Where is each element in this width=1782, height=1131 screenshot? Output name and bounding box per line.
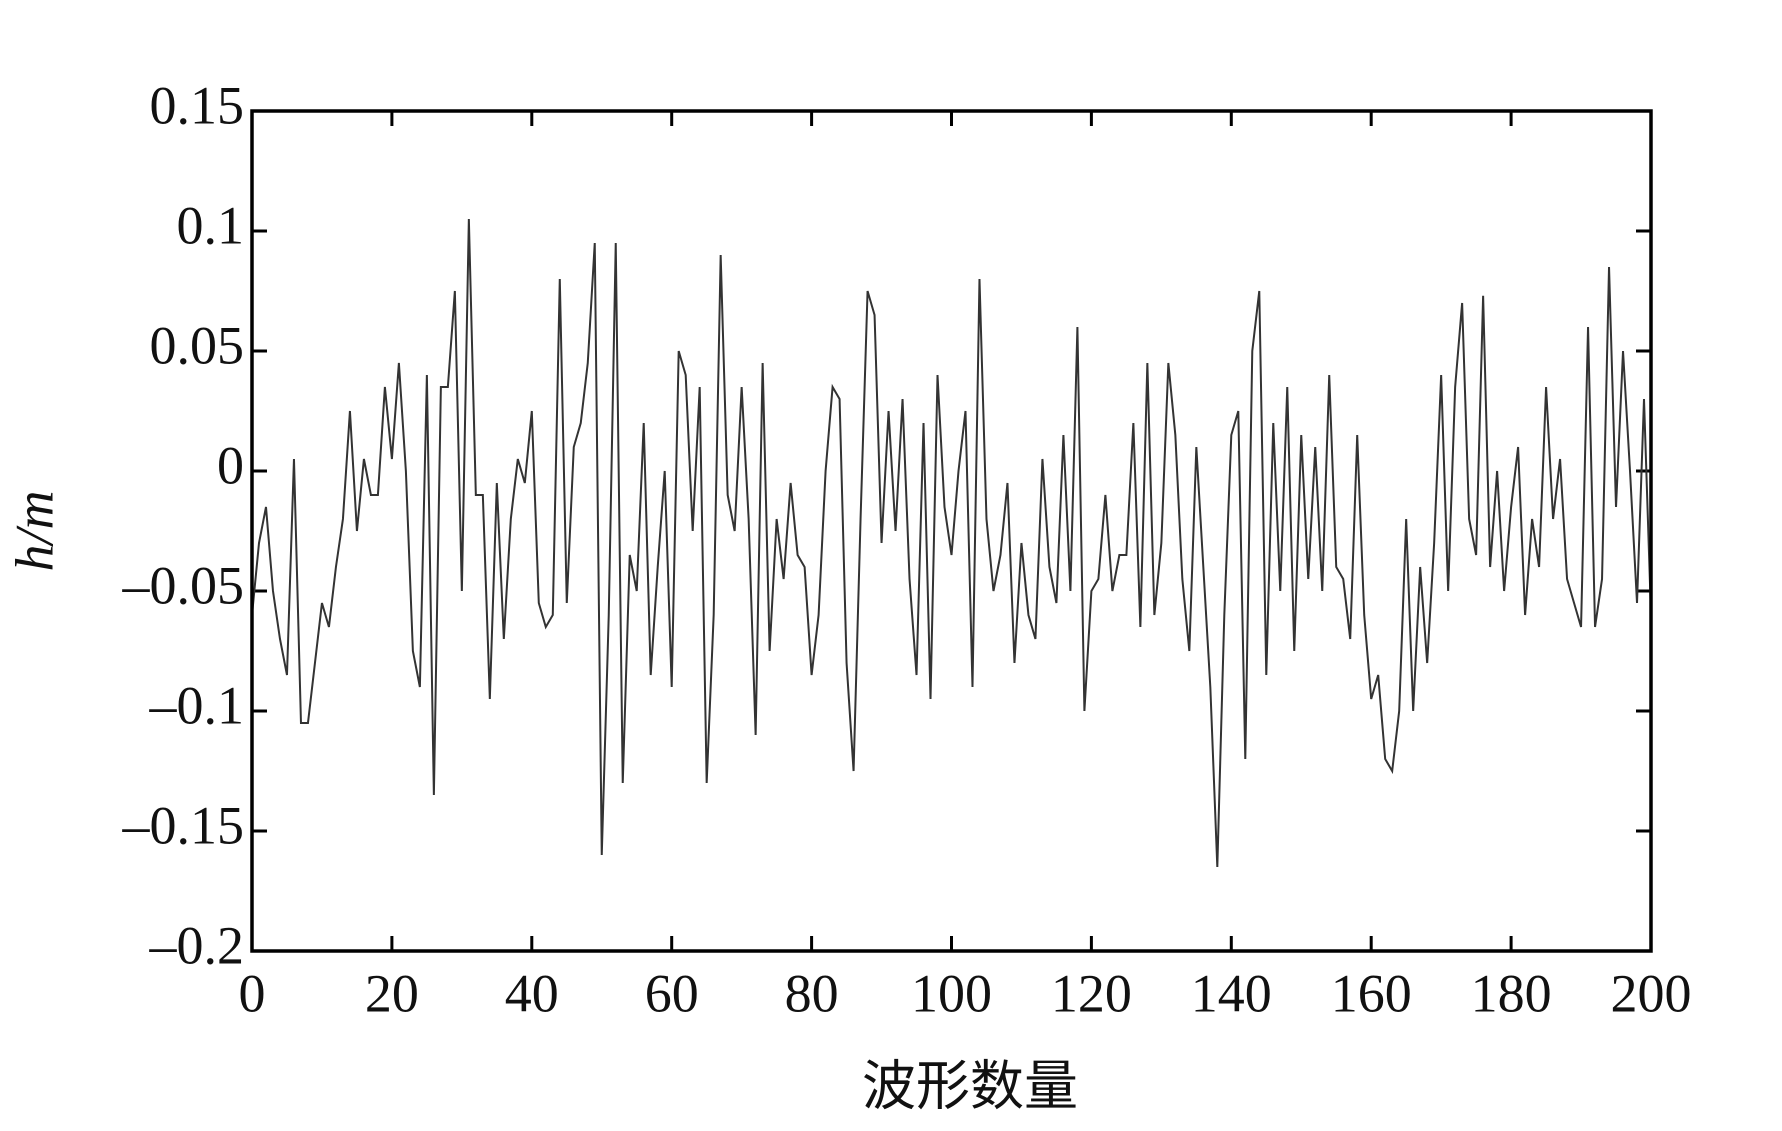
x-tick-label: 0 — [239, 963, 266, 1023]
y-axis-label: h/m — [4, 491, 64, 572]
x-tick-label: 100 — [911, 963, 992, 1023]
x-tick-label: 200 — [1611, 963, 1692, 1023]
y-tick-label: –0.15 — [122, 795, 245, 855]
y-tick-label: –0.2 — [149, 915, 245, 975]
x-tick-label: 40 — [505, 963, 559, 1023]
x-tick-label: 120 — [1051, 963, 1132, 1023]
x-tick-label: 180 — [1471, 963, 1552, 1023]
y-tick-label: 0 — [217, 435, 244, 495]
y-tick-label: –0.05 — [122, 555, 245, 615]
x-axis-label: 波形数量 — [862, 1056, 1078, 1116]
y-tick-label: 0.1 — [177, 195, 245, 255]
x-tick-label: 60 — [645, 963, 699, 1023]
y-tick-label: 0.05 — [150, 315, 245, 375]
x-tick-label: 160 — [1331, 963, 1412, 1023]
x-tick-label: 20 — [365, 963, 419, 1023]
y-tick-label: 0.15 — [150, 75, 245, 135]
plot-frame — [250, 109, 1653, 953]
data-line — [251, 218, 1652, 868]
x-tick-label: 140 — [1191, 963, 1272, 1023]
y-tick-label: –0.1 — [149, 675, 245, 735]
x-tick-label: 80 — [785, 963, 839, 1023]
